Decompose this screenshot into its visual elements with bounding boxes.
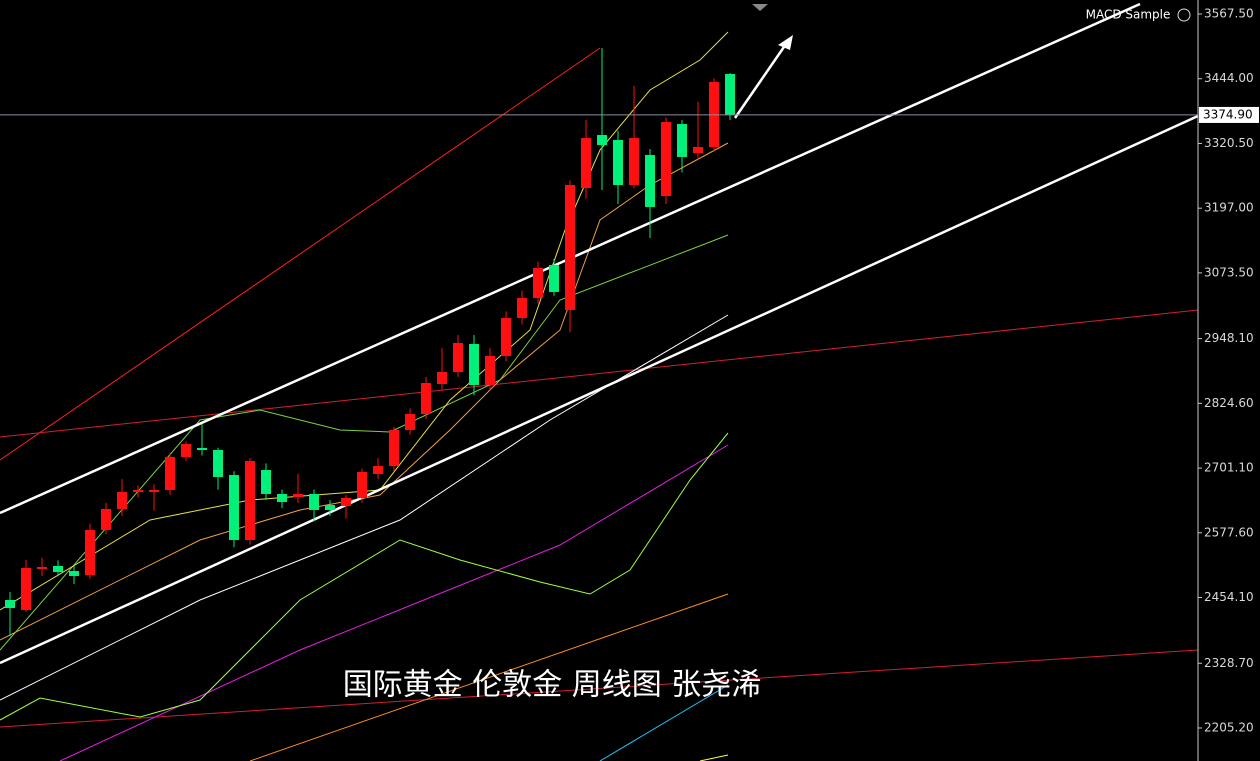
candle-body bbox=[117, 491, 127, 510]
ma-line bbox=[249, 593, 729, 761]
candle-body bbox=[373, 465, 383, 475]
candle-body bbox=[389, 429, 399, 466]
candles bbox=[5, 48, 735, 637]
y-tick-label: 2701.10 bbox=[1204, 461, 1254, 475]
ma-line bbox=[0, 234, 729, 651]
price-label: 3374.90 bbox=[1203, 107, 1253, 121]
trend-lines bbox=[0, 2, 1199, 665]
ma-line bbox=[59, 444, 729, 761]
candle-body bbox=[133, 489, 143, 492]
candle-body bbox=[165, 456, 175, 490]
candle-body bbox=[533, 267, 543, 299]
y-tick-label: 3444.00 bbox=[1204, 71, 1254, 85]
candle-body bbox=[597, 135, 607, 146]
ma-line bbox=[0, 432, 729, 721]
candle-body bbox=[181, 443, 191, 457]
candle-body bbox=[245, 461, 255, 540]
candle-body bbox=[197, 448, 207, 450]
candle-body bbox=[693, 147, 703, 153]
candle-body bbox=[501, 317, 511, 356]
ma-line bbox=[0, 142, 729, 641]
candle-body bbox=[53, 565, 63, 573]
y-tick-label: 3073.50 bbox=[1204, 265, 1254, 279]
arrow-head bbox=[778, 35, 793, 50]
y-tick-label: 3567.50 bbox=[1204, 6, 1254, 20]
candle-body bbox=[677, 124, 687, 157]
candle-body bbox=[5, 599, 15, 609]
candle-body bbox=[357, 472, 367, 499]
y-tick-label: 2948.10 bbox=[1204, 331, 1254, 345]
candle-body bbox=[549, 264, 559, 292]
candle-body bbox=[565, 185, 575, 311]
candle-body bbox=[37, 566, 47, 569]
candle-body bbox=[325, 504, 335, 511]
candle-body bbox=[149, 489, 159, 492]
candle-body bbox=[453, 342, 463, 373]
candle-body bbox=[101, 509, 111, 530]
trend-line bbox=[0, 114, 1199, 665]
candle-body bbox=[213, 449, 223, 477]
indicator-icon bbox=[1177, 8, 1191, 22]
candle-body bbox=[645, 154, 655, 207]
indicator-label: MACD Sample bbox=[1086, 8, 1171, 22]
y-tick-label: 2577.60 bbox=[1204, 525, 1254, 539]
candle-body bbox=[661, 122, 671, 197]
ma-line bbox=[599, 684, 729, 761]
candle-body bbox=[85, 529, 95, 575]
ma-line bbox=[0, 309, 1199, 438]
candle-body bbox=[629, 137, 639, 186]
ma-line bbox=[0, 47, 601, 461]
candle-body bbox=[421, 383, 431, 414]
candle-body bbox=[69, 571, 79, 576]
candle-body bbox=[309, 493, 319, 511]
y-tick-label: 3320.50 bbox=[1204, 136, 1254, 150]
candle-body bbox=[613, 139, 623, 186]
ma-line bbox=[0, 649, 1199, 728]
y-tick-label: 2205.20 bbox=[1204, 720, 1254, 734]
candle-body bbox=[261, 469, 271, 494]
price-box bbox=[1199, 106, 1259, 123]
ma-line bbox=[699, 754, 729, 761]
candle-body bbox=[229, 474, 239, 540]
candle-body bbox=[517, 298, 527, 318]
candle-body bbox=[21, 567, 31, 611]
ma-line bbox=[0, 314, 729, 701]
candle-body bbox=[725, 74, 735, 115]
chart-title: 国际黄金 伦敦金 周线图 张尧浠 bbox=[343, 668, 762, 703]
scroll-marker bbox=[752, 4, 768, 11]
candle-body bbox=[405, 413, 415, 430]
y-tick-label: 2328.70 bbox=[1204, 656, 1254, 670]
y-tick-label: 2454.10 bbox=[1204, 590, 1254, 604]
y-tick-label: 3197.00 bbox=[1204, 201, 1254, 215]
y-tick-label: 2824.60 bbox=[1204, 396, 1254, 410]
ma-line bbox=[0, 31, 729, 611]
candle-body bbox=[469, 343, 479, 386]
arrow-line bbox=[733, 43, 788, 119]
candle-body bbox=[277, 493, 287, 502]
candle-body bbox=[485, 355, 495, 386]
candle-body bbox=[293, 493, 303, 498]
candle-body bbox=[437, 372, 447, 385]
candle-body bbox=[581, 137, 591, 188]
candle-body bbox=[341, 498, 351, 506]
